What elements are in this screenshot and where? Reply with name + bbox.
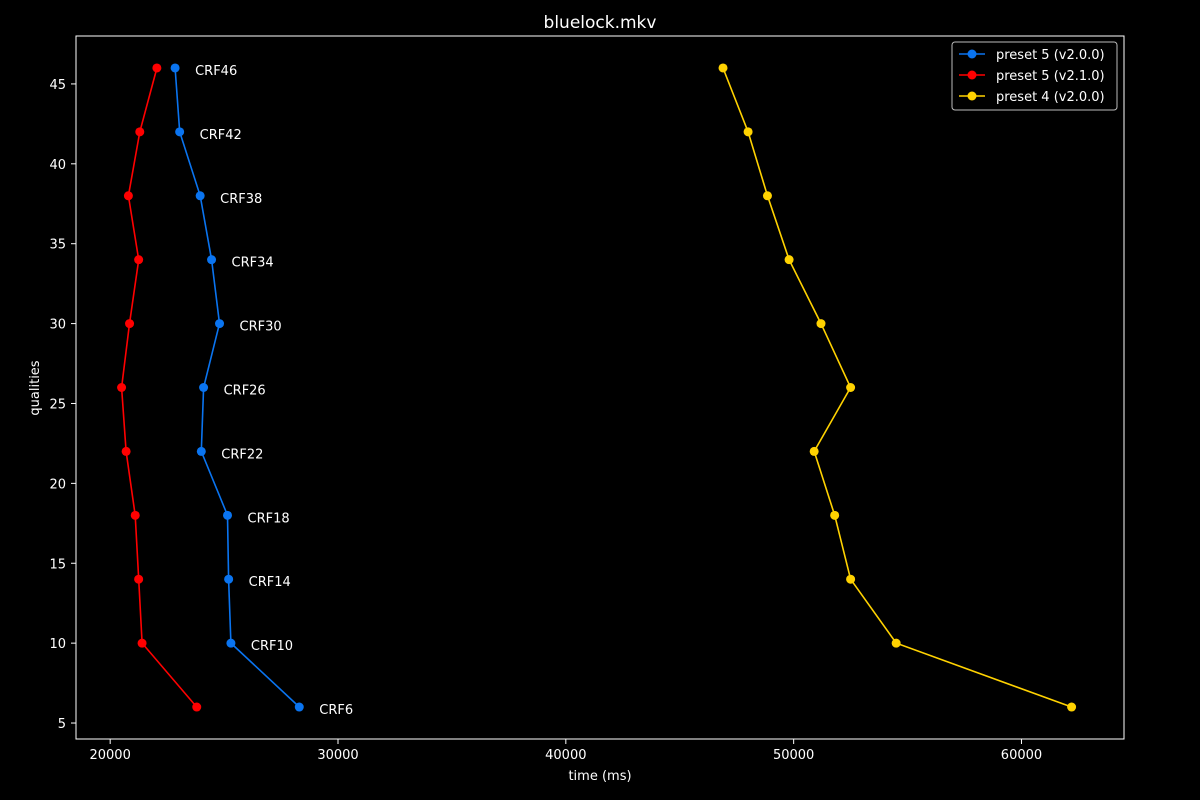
legend-entry: preset 5 (v2.0.0) [996, 48, 1105, 63]
y-tick-label: 15 [49, 557, 66, 572]
point-annotation: CRF38 [220, 192, 262, 207]
data-point [226, 638, 236, 648]
data-point [743, 127, 753, 137]
data-point [816, 319, 826, 329]
legend-marker [967, 49, 977, 59]
legend-marker [967, 91, 977, 101]
data-point [135, 127, 145, 137]
plot-frame [75, 35, 1125, 740]
data-point [125, 319, 135, 329]
legend-entry: preset 4 (v2.0.0) [996, 90, 1105, 105]
point-annotation: CRF34 [232, 256, 274, 271]
point-annotation: CRF30 [240, 320, 282, 335]
y-tick-label: 40 [49, 158, 66, 173]
point-annotation: CRF14 [249, 575, 291, 590]
point-annotation: CRF46 [195, 64, 237, 79]
data-point [137, 638, 147, 648]
data-point [134, 255, 144, 265]
data-point [207, 255, 217, 265]
data-point [1067, 702, 1077, 712]
legend-marker [967, 70, 977, 80]
data-point [152, 63, 162, 73]
y-tick-label: 45 [49, 78, 66, 93]
data-point [175, 127, 185, 137]
y-tick-label: 10 [49, 637, 66, 652]
legend: preset 5 (v2.0.0) preset 5 (v2.1.0) preset… [951, 41, 1118, 111]
data-point [123, 191, 133, 201]
point-annotation: CRF26 [224, 384, 266, 399]
x-tick-label: 60000 [1001, 748, 1042, 763]
plot-area: CRF6 CRF10 CRF14 CRF18 CRF22 CRF26 CRF30 CRF34 C… [117, 63, 1077, 718]
data-point [130, 510, 140, 520]
point-annotation: CRF6 [319, 703, 353, 718]
data-point [846, 574, 856, 584]
data-point [784, 255, 794, 265]
data-point [170, 63, 180, 73]
x-axis-label: time (ms) [568, 769, 631, 784]
y-tick-label: 30 [49, 318, 66, 333]
y-tick-label: 20 [49, 477, 66, 492]
data-point [121, 446, 131, 456]
chart-title: bluelock.mkv [544, 13, 657, 33]
data-point [718, 63, 728, 73]
y-axis-label: qualities [28, 360, 43, 415]
y-tick-label: 5 [58, 717, 66, 732]
data-point [196, 446, 206, 456]
x-tick-label: 50000 [773, 748, 814, 763]
data-point [891, 638, 901, 648]
data-point [199, 383, 209, 392]
point-annotation: CRF10 [251, 639, 293, 654]
data-point [195, 191, 205, 201]
data-point [762, 191, 772, 201]
y-tick-label: 35 [49, 238, 66, 253]
data-point [192, 702, 202, 712]
data-point [223, 510, 233, 520]
x-tick-label: 20000 [89, 748, 130, 763]
legend-box [951, 41, 1118, 111]
point-annotation: CRF18 [248, 511, 290, 526]
y-tick-label: 25 [49, 397, 66, 412]
data-point [294, 702, 304, 712]
x-tick-label: 30000 [317, 748, 358, 763]
legend-entry: preset 5 (v2.1.0) [996, 69, 1105, 84]
point-annotation: CRF42 [200, 128, 242, 143]
point-annotation: CRF22 [221, 447, 263, 462]
data-point [224, 574, 234, 584]
data-point [117, 383, 127, 392]
data-point [809, 446, 819, 456]
x-tick-label: 40000 [545, 748, 586, 763]
data-point [830, 510, 840, 520]
data-point [846, 383, 856, 392]
data-point [134, 574, 144, 584]
data-point [215, 319, 225, 329]
